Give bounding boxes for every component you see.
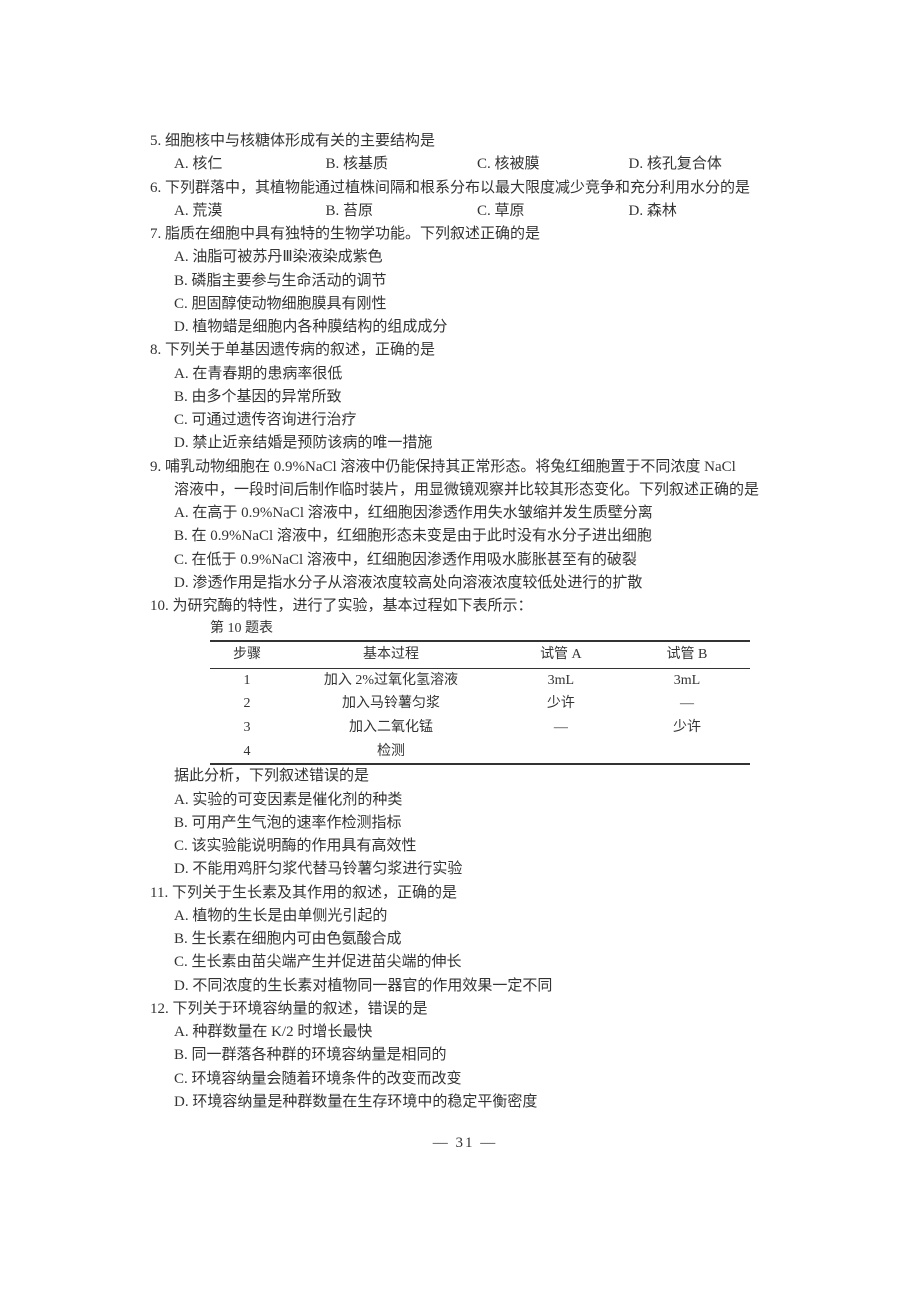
cell: 1 bbox=[210, 668, 284, 692]
q7-opt-a: A. 油脂可被苏丹Ⅲ染液染成紫色 bbox=[150, 246, 780, 269]
q12-opt-a: A. 种群数量在 K/2 时增长最快 bbox=[150, 1021, 780, 1044]
cell: 加入 2%过氧化氢溶液 bbox=[284, 668, 498, 692]
q12-opt-c: C. 环境容纳量会随着环境条件的改变而改变 bbox=[150, 1068, 780, 1091]
q10-table: 步骤 基本过程 试管 A 试管 B 1 加入 2%过氧化氢溶液 3mL 3mL … bbox=[210, 640, 750, 765]
q10-stem: 10. 为研究酶的特性，进行了实验，基本过程如下表所示： bbox=[150, 595, 780, 618]
q6-stem: 6. 下列群落中，其植物能通过植株间隔和根系分布以最大限度减少竞争和充分利用水分… bbox=[150, 177, 780, 200]
cell: 检测 bbox=[284, 740, 498, 765]
q8-opt-c: C. 可通过遗传咨询进行治疗 bbox=[150, 409, 780, 432]
q10-opt-c: C. 该实验能说明酶的作用具有高效性 bbox=[150, 835, 780, 858]
q11-opt-c: C. 生长素由苗尖端产生并促进苗尖端的伸长 bbox=[150, 951, 780, 974]
q11-stem: 11. 下列关于生长素及其作用的叙述，正确的是 bbox=[150, 882, 780, 905]
cell: — bbox=[624, 692, 750, 716]
q6-opt-c: C. 草原 bbox=[477, 200, 629, 223]
q12-opt-b: B. 同一群落各种群的环境容纳量是相同的 bbox=[150, 1044, 780, 1067]
q8-stem: 8. 下列关于单基因遗传病的叙述，正确的是 bbox=[150, 339, 780, 362]
q6-opt-d: D. 森林 bbox=[629, 200, 781, 223]
q12-opt-d: D. 环境容纳量是种群数量在生存环境中的稳定平衡密度 bbox=[150, 1091, 780, 1114]
table-row: 2 加入马铃薯匀浆 少许 — bbox=[210, 692, 750, 716]
q5-opt-c: C. 核被膜 bbox=[477, 153, 629, 176]
q8-opt-b: B. 由多个基因的异常所致 bbox=[150, 386, 780, 409]
q10-opt-b: B. 可用产生气泡的速率作检测指标 bbox=[150, 812, 780, 835]
q9-opt-c: C. 在低于 0.9%NaCl 溶液中，红细胞因渗透作用吸水膨胀甚至有的破裂 bbox=[150, 549, 780, 572]
q10-post: 据此分析，下列叙述错误的是 bbox=[150, 765, 780, 788]
cell: 3mL bbox=[624, 668, 750, 692]
q6-opt-b: B. 苔原 bbox=[326, 200, 478, 223]
q9-opt-b: B. 在 0.9%NaCl 溶液中，红细胞形态未变是由于此时没有水分子进出细胞 bbox=[150, 525, 780, 548]
cell: — bbox=[498, 716, 624, 740]
q8-opt-d: D. 禁止近亲结婚是预防该病的唯一措施 bbox=[150, 432, 780, 455]
th-process: 基本过程 bbox=[284, 641, 498, 668]
q7-opt-b: B. 磷脂主要参与生命活动的调节 bbox=[150, 270, 780, 293]
table-header-row: 步骤 基本过程 试管 A 试管 B bbox=[210, 641, 750, 668]
table-row: 4 检测 bbox=[210, 740, 750, 765]
q5-options: A. 核仁 B. 核基质 C. 核被膜 D. 核孔复合体 bbox=[150, 153, 780, 176]
cell bbox=[624, 740, 750, 765]
q10-opt-d: D. 不能用鸡肝匀浆代替马铃薯匀浆进行实验 bbox=[150, 858, 780, 881]
q11-opt-b: B. 生长素在细胞内可由色氨酸合成 bbox=[150, 928, 780, 951]
cell: 4 bbox=[210, 740, 284, 765]
cell: 3 bbox=[210, 716, 284, 740]
q7-opt-c: C. 胆固醇使动物细胞膜具有刚性 bbox=[150, 293, 780, 316]
q12-stem: 12. 下列关于环境容纳量的叙述，错误的是 bbox=[150, 998, 780, 1021]
q10-opt-a: A. 实验的可变因素是催化剂的种类 bbox=[150, 789, 780, 812]
q7-opt-d: D. 植物蜡是细胞内各种膜结构的组成成分 bbox=[150, 316, 780, 339]
q5-opt-d: D. 核孔复合体 bbox=[629, 153, 781, 176]
cell bbox=[498, 740, 624, 765]
q11-opt-a: A. 植物的生长是由单侧光引起的 bbox=[150, 905, 780, 928]
page-number: — 31 — bbox=[150, 1132, 780, 1155]
q11-opt-d: D. 不同浓度的生长素对植物同一器官的作用效果一定不同 bbox=[150, 975, 780, 998]
q9-opt-a: A. 在高于 0.9%NaCl 溶液中，红细胞因渗透作用失水皱缩并发生质壁分离 bbox=[150, 502, 780, 525]
q5-opt-b: B. 核基质 bbox=[326, 153, 478, 176]
th-tube-a: 试管 A bbox=[498, 641, 624, 668]
exam-page: 5. 细胞核中与核糖体形成有关的主要结构是 A. 核仁 B. 核基质 C. 核被… bbox=[0, 0, 920, 1215]
q5-opt-a: A. 核仁 bbox=[174, 153, 326, 176]
q6-options: A. 荒漠 B. 苔原 C. 草原 D. 森林 bbox=[150, 200, 780, 223]
q8-opt-a: A. 在青春期的患病率很低 bbox=[150, 363, 780, 386]
q10-table-wrap: 第 10 题表 步骤 基本过程 试管 A 试管 B 1 加入 2%过氧化氢溶液 … bbox=[150, 618, 780, 765]
cell: 2 bbox=[210, 692, 284, 716]
q10-table-caption: 第 10 题表 bbox=[210, 618, 780, 640]
th-step: 步骤 bbox=[210, 641, 284, 668]
cell: 加入马铃薯匀浆 bbox=[284, 692, 498, 716]
q9-opt-d: D. 渗透作用是指水分子从溶液浓度较高处向溶液浓度较低处进行的扩散 bbox=[150, 572, 780, 595]
cell: 少许 bbox=[498, 692, 624, 716]
q6-opt-a: A. 荒漠 bbox=[174, 200, 326, 223]
q7-stem: 7. 脂质在细胞中具有独特的生物学功能。下列叙述正确的是 bbox=[150, 223, 780, 246]
table-row: 1 加入 2%过氧化氢溶液 3mL 3mL bbox=[210, 668, 750, 692]
table-row: 3 加入二氧化锰 — 少许 bbox=[210, 716, 750, 740]
q9-stem-l1: 9. 哺乳动物细胞在 0.9%NaCl 溶液中仍能保持其正常形态。将兔红细胞置于… bbox=[150, 456, 780, 479]
q9-stem-l2: 溶液中，一段时间后制作临时装片，用显微镜观察并比较其形态变化。下列叙述正确的是 bbox=[150, 479, 780, 502]
cell: 少许 bbox=[624, 716, 750, 740]
q5-stem: 5. 细胞核中与核糖体形成有关的主要结构是 bbox=[150, 130, 780, 153]
th-tube-b: 试管 B bbox=[624, 641, 750, 668]
cell: 加入二氧化锰 bbox=[284, 716, 498, 740]
cell: 3mL bbox=[498, 668, 624, 692]
